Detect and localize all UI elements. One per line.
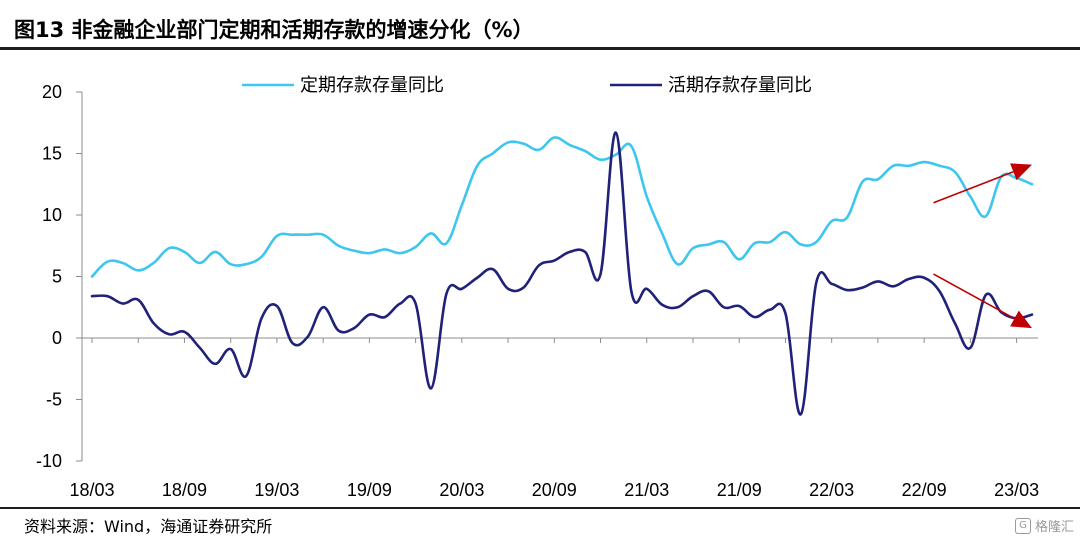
y-tick-label: 10: [42, 205, 62, 225]
chart-annotations: [933, 163, 1032, 329]
series-line-demand-deposits: [90, 131, 1034, 416]
y-tick-label: -10: [36, 451, 62, 471]
x-tick-label: 20/03: [439, 480, 484, 500]
footer-divider: [0, 507, 1080, 509]
x-tick-label: 22/03: [809, 480, 854, 500]
y-tick-label: 20: [42, 82, 62, 102]
x-tick-label: 18/03: [69, 480, 114, 500]
x-tick-label: 18/09: [162, 480, 207, 500]
x-tick-label: 22/09: [902, 480, 947, 500]
chart-series: [90, 131, 1034, 416]
x-tick-label: 20/09: [532, 480, 577, 500]
source-note: 资料来源：Wind，海通证券研究所: [24, 517, 273, 536]
y-tick-label: -5: [46, 390, 62, 410]
trend-arrow-up-head: [1010, 163, 1032, 181]
trend-arrow-down-line: [933, 273, 1015, 320]
y-tick-label: 15: [42, 144, 62, 164]
title-divider: [0, 47, 1080, 50]
y-tick-label: 5: [52, 267, 62, 287]
x-tick-label: 23/03: [994, 480, 1039, 500]
x-tick-label: 21/09: [717, 480, 762, 500]
legend-label-demand-deposits: 活期存款存量同比: [668, 75, 812, 96]
watermark-text: 格隆汇: [1034, 520, 1074, 535]
chart-title: 图13 非金融企业部门定期和活期存款的增速分化（%）: [14, 18, 534, 42]
y-tick-label: 0: [52, 328, 62, 348]
x-tick-label: 19/03: [254, 480, 299, 500]
chart-legend: 定期存款存量同比 活期存款存量同比: [242, 75, 812, 96]
x-tick-label: 21/03: [624, 480, 669, 500]
legend-label-time-deposits: 定期存款存量同比: [300, 75, 444, 96]
watermark: G 格隆汇: [1014, 516, 1074, 535]
x-tick-label: 19/09: [347, 480, 392, 500]
watermark-logo-icon: G: [1014, 517, 1031, 534]
trend-arrow-up-line: [933, 171, 1014, 204]
chart-axes: -10 -5 0 5 10 15 20 18/03 18/09 19/03 19/09 20/03 20…: [36, 82, 1039, 500]
series-line-time-deposits: [90, 136, 1034, 278]
trend-arrow-down-head: [1010, 310, 1032, 329]
